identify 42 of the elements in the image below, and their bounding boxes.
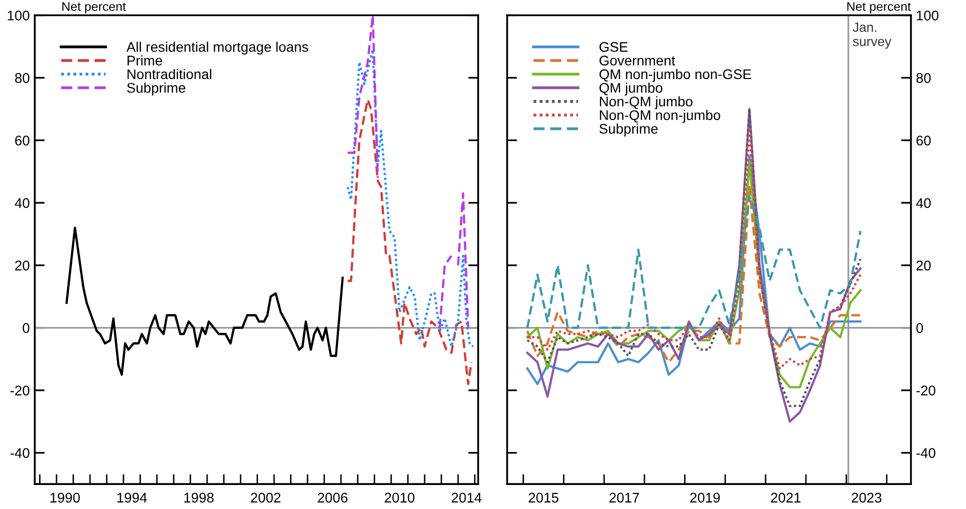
x-tick-label: 2021 (771, 492, 801, 503)
y2-tick-label: 20 (916, 260, 931, 270)
legend-label: Nontraditional (128, 68, 212, 80)
x-tick-label: 2019 (690, 492, 720, 503)
x-tick-label: 2023 (852, 492, 882, 503)
x-tick-label: 2014 (452, 492, 482, 503)
y-axis-title: Net percent (62, 2, 126, 14)
legend-label: Prime (128, 55, 162, 66)
y-tick-label: 80 (15, 73, 30, 83)
y-tick-label: -40 (10, 448, 30, 458)
legend-label: All residential mortgage loans (126, 42, 308, 55)
y-tick-label: 0 (22, 323, 30, 333)
x-tick-label: 2002 (250, 492, 280, 503)
legend-label: GSE (600, 42, 628, 52)
legend-label: Subprime (599, 124, 658, 136)
y2-axis-title: Net percent (847, 2, 911, 14)
legend-label: Government (600, 56, 676, 66)
y2-tick-label: 60 (916, 136, 931, 146)
y2-tick-label: 80 (916, 73, 931, 83)
legend-label: QM jumbo (599, 82, 662, 96)
y2-tick-label: -40 (916, 448, 936, 458)
x-tick-label: 1998 (184, 492, 214, 503)
y2-tick-label: 100 (916, 10, 938, 20)
x-tick-label: 2017 (610, 492, 639, 503)
y2-tick-label: 0 (916, 323, 923, 333)
y2-tick-label: 40 (916, 198, 931, 208)
y-tick-label: -20 (10, 386, 30, 396)
x-tick-label: 2010 (384, 492, 414, 503)
y-tick-label: 40 (14, 198, 30, 208)
y-tick-label: 60 (15, 136, 30, 146)
y2-tick-label: -20 (916, 386, 936, 396)
legend-label: Non-QM non-jumbo (600, 110, 720, 123)
x-tick-label: 2006 (318, 492, 348, 503)
y-tick-label: 20 (15, 260, 30, 270)
x-tick-label: 1994 (117, 492, 147, 503)
legend-label: Non-QM jumbo (600, 96, 692, 110)
ref-line-label: Jan. survey (852, 22, 892, 49)
x-tick-label: 2015 (528, 492, 558, 503)
y-tick-label: 100 (8, 10, 30, 20)
legend-label: Subprime (127, 82, 186, 96)
x-tick-label: 1990 (50, 492, 80, 503)
legend-label: QM non-jumbo non-GSE (599, 68, 752, 82)
